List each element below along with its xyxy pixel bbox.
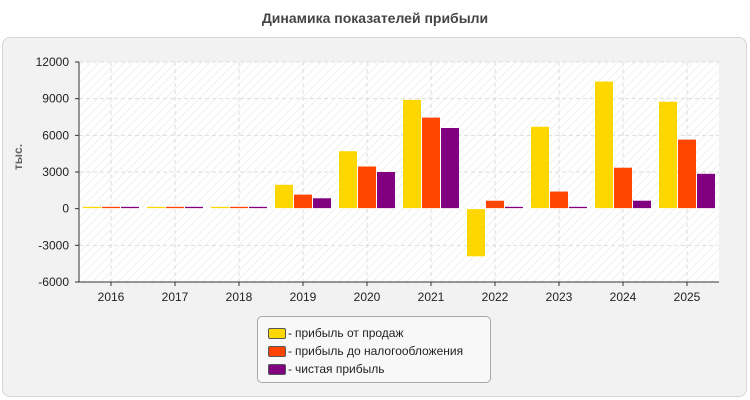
x-tick-label: 2025 xyxy=(674,290,701,304)
bar xyxy=(313,198,331,209)
bar xyxy=(358,166,376,209)
bar xyxy=(294,194,312,209)
legend-swatch-pretax-profit xyxy=(268,345,286,357)
legend-item-sales-profit: - прибыль от продаж xyxy=(268,324,490,342)
bar xyxy=(339,151,357,209)
x-tick-label: 2017 xyxy=(162,290,189,304)
bar xyxy=(441,128,459,209)
bar xyxy=(505,206,523,209)
chart-legend: - прибыль от продаж - прибыль до налогоо… xyxy=(257,316,491,383)
bar xyxy=(467,208,485,257)
bar xyxy=(633,200,651,209)
chart-title: Динамика показателей прибыли xyxy=(261,10,489,26)
y-tick-label: 12000 xyxy=(36,55,70,69)
legend-item-pretax-profit: - прибыль до налогообложения xyxy=(268,342,490,360)
bar xyxy=(275,184,293,209)
y-tick-label: 3000 xyxy=(42,165,69,179)
y-tick-label: 6000 xyxy=(42,128,69,142)
x-tick-label: 2018 xyxy=(226,290,253,304)
bar xyxy=(659,101,677,209)
bar xyxy=(550,191,568,209)
y-tick-label: -3000 xyxy=(38,238,69,252)
bar xyxy=(185,206,203,209)
bar xyxy=(531,126,549,209)
y-tick-label: -6000 xyxy=(38,275,69,289)
bar xyxy=(230,206,248,209)
bar xyxy=(249,206,267,209)
legend-label-net-profit: чистая прибыль xyxy=(295,362,385,376)
x-tick-label: 2022 xyxy=(482,290,509,304)
bar xyxy=(422,117,440,209)
bar xyxy=(147,206,165,209)
x-tick-label: 2016 xyxy=(98,290,125,304)
legend-dash: - xyxy=(288,362,292,376)
bar xyxy=(166,206,184,209)
bar xyxy=(595,81,613,209)
bar xyxy=(486,200,504,209)
bar xyxy=(403,99,421,209)
legend-label-pretax-profit: прибыль до налогообложения xyxy=(295,344,464,358)
legend-dash: - xyxy=(288,326,292,340)
bar xyxy=(697,173,715,209)
x-tick-label: 2019 xyxy=(290,290,317,304)
bar xyxy=(678,139,696,209)
bar xyxy=(377,172,395,209)
legend-item-net-profit: - чистая прибыль xyxy=(268,360,490,378)
legend-label-sales-profit: прибыль от продаж xyxy=(295,326,404,340)
x-tick-label: 2024 xyxy=(610,290,637,304)
x-tick-label: 2021 xyxy=(418,290,445,304)
y-tick-label: 0 xyxy=(62,202,69,216)
x-tick-label: 2023 xyxy=(546,290,573,304)
y-tick-label: 9000 xyxy=(42,92,69,106)
bar xyxy=(83,206,101,209)
legend-dash: - xyxy=(288,344,292,358)
legend-swatch-net-profit xyxy=(268,363,286,375)
x-tick-label: 2020 xyxy=(354,290,381,304)
y-axis-title: тыс. xyxy=(11,144,25,170)
bar xyxy=(211,206,229,209)
bar xyxy=(102,206,120,209)
legend-swatch-sales-profit xyxy=(268,327,286,339)
bar xyxy=(614,167,632,209)
bar xyxy=(569,206,587,209)
bar xyxy=(121,206,139,209)
